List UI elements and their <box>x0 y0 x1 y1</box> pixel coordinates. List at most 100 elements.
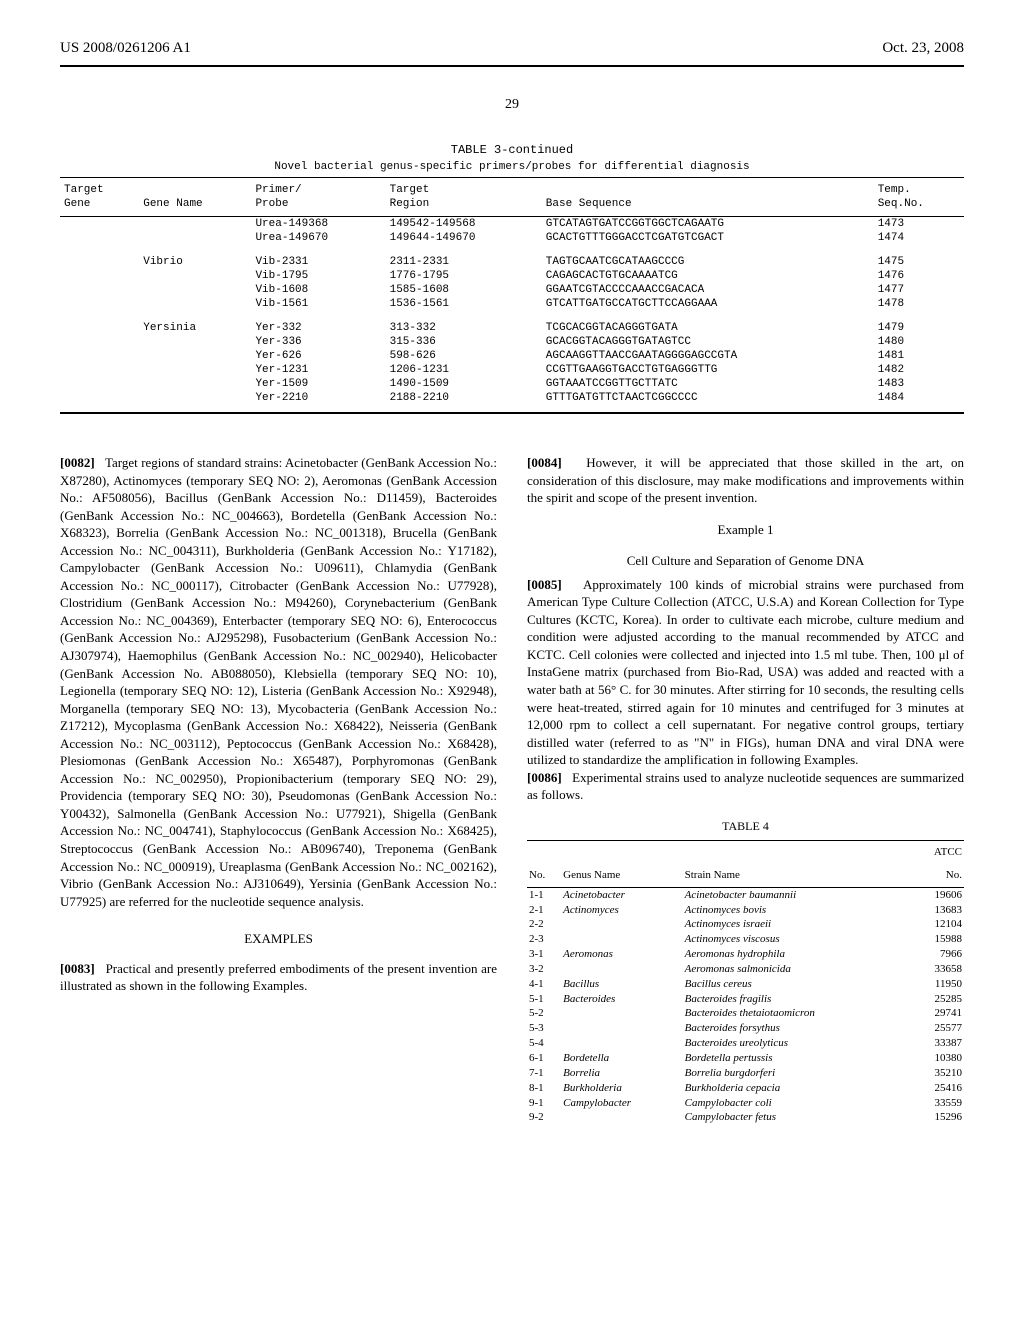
cell-atcc: 25577 <box>910 1021 964 1036</box>
cell-genus: Borrelia <box>561 1066 682 1081</box>
cell-no: 1473 <box>874 217 964 232</box>
table-row: Urea-149670149644-149670GCACTGTTTGGGACCT… <box>60 231 964 245</box>
cell-region: 2311-2331 <box>386 255 542 269</box>
table3-col1a: Target <box>60 178 139 199</box>
examples-heading: EXAMPLES <box>60 930 497 948</box>
cell-name: Yersinia <box>139 321 251 335</box>
header-divider <box>60 65 964 67</box>
cell-region: 1490-1509 <box>386 377 542 391</box>
table3-col4a: Target <box>386 178 542 199</box>
para-text-0084: However, it will be appreciated that tho… <box>527 455 964 505</box>
cell-no: 1479 <box>874 321 964 335</box>
table3-col5a <box>542 178 874 199</box>
paragraph-0083: [0083] Practical and presently preferred… <box>60 960 497 995</box>
cell-seq: TAGTGCAATCGCATAAGCCCG <box>542 255 874 269</box>
cell-no: 5-3 <box>527 1021 561 1036</box>
cell-seq: GTTTGATGTTCTAACTCGGCCCC <box>542 391 874 413</box>
cell-no: 2-1 <box>527 903 561 918</box>
example1-subheading: Cell Culture and Separation of Genome DN… <box>527 552 964 570</box>
cell-name <box>139 231 251 245</box>
cell-atcc: 10380 <box>910 1051 964 1066</box>
cell-genus: Actinomyces <box>561 903 682 918</box>
cell-atcc: 25416 <box>910 1081 964 1096</box>
cell-no: 2-2 <box>527 917 561 932</box>
table3-col4b: Region <box>386 198 542 217</box>
cell-no: 1476 <box>874 269 964 283</box>
cell-seq: AGCAAGGTTAACCGAATAGGGGAGCCGTA <box>542 349 874 363</box>
table-row: VibrioVib-23312311-2331TAGTGCAATCGCATAAG… <box>60 255 964 269</box>
table-row: 1-1AcinetobacterAcinetobacter baumannii1… <box>527 887 964 902</box>
cell-name <box>139 335 251 349</box>
cell-primer: Urea-149670 <box>251 231 385 245</box>
table3-col2a <box>139 178 251 199</box>
table-row: 5-2 Bacteroides thetaiotaomicron29741 <box>527 1006 964 1021</box>
cell-strain: Bacteroides thetaiotaomicron <box>683 1006 910 1021</box>
cell-strain: Aeromonas hydrophila <box>683 947 910 962</box>
table-row: Vib-17951776-1795CAGAGCACTGTGCAAAATCG147… <box>60 269 964 283</box>
table-row: 8-1BurkholderiaBurkholderia cepacia25416 <box>527 1081 964 1096</box>
cell-genus: Acinetobacter <box>561 887 682 902</box>
cell-seq: GTCATAGTGATCCGGTGGCTCAGAATG <box>542 217 874 232</box>
cell-region: 598-626 <box>386 349 542 363</box>
table4-col2 <box>561 841 682 864</box>
cell-primer: Yer-332 <box>251 321 385 335</box>
cell-atcc: 11950 <box>910 977 964 992</box>
cell-strain: Actinomyces israeii <box>683 917 910 932</box>
table4-col4b: No. <box>910 864 964 887</box>
cell-no: 1480 <box>874 335 964 349</box>
cell-no: 1-1 <box>527 887 561 902</box>
cell-primer: Yer-1509 <box>251 377 385 391</box>
cell-atcc: 15296 <box>910 1110 964 1125</box>
cell-region: 1536-1561 <box>386 297 542 311</box>
example1-heading: Example 1 <box>527 521 964 539</box>
cell-genus <box>561 917 682 932</box>
cell-gene <box>60 377 139 391</box>
table4-title: TABLE 4 <box>527 818 964 834</box>
cell-genus: Aeromonas <box>561 947 682 962</box>
cell-primer: Vib-1561 <box>251 297 385 311</box>
cell-strain: Actinomyces bovis <box>683 903 910 918</box>
cell-strain: Acinetobacter baumannii <box>683 887 910 902</box>
cell-name <box>139 297 251 311</box>
table4-col2b: Genus Name <box>561 864 682 887</box>
cell-region: 149542-149568 <box>386 217 542 232</box>
cell-genus <box>561 1021 682 1036</box>
header-right: Oct. 23, 2008 <box>882 40 964 57</box>
cell-atcc: 25285 <box>910 992 964 1007</box>
para-text-0082: Target regions of standard strains: Acin… <box>60 455 497 909</box>
cell-name <box>139 349 251 363</box>
cell-genus <box>561 1006 682 1021</box>
cell-gene <box>60 349 139 363</box>
cell-region: 149644-149670 <box>386 231 542 245</box>
cell-primer: Yer-2210 <box>251 391 385 413</box>
cell-genus <box>561 932 682 947</box>
table-row: Yer-336315-336GCACGGTACAGGGTGATAGTCC1480 <box>60 335 964 349</box>
cell-gene <box>60 363 139 377</box>
cell-no: 1484 <box>874 391 964 413</box>
cell-no: 8-1 <box>527 1081 561 1096</box>
page-header: US 2008/0261206 A1 Oct. 23, 2008 <box>60 40 964 57</box>
cell-genus <box>561 1036 682 1051</box>
paragraph-0082: [0082] Target regions of standard strain… <box>60 454 497 910</box>
cell-region: 1776-1795 <box>386 269 542 283</box>
cell-seq: GTCATTGATGCCATGCTTCCAGGAAA <box>542 297 874 311</box>
table-row: Yer-22102188-2210GTTTGATGTTCTAACTCGGCCCC… <box>60 391 964 413</box>
cell-atcc: 29741 <box>910 1006 964 1021</box>
cell-strain: Aeromonas salmonicida <box>683 962 910 977</box>
cell-strain: Campylobacter coli <box>683 1096 910 1111</box>
cell-strain: Bacillus cereus <box>683 977 910 992</box>
table-row: 9-2Campylobacter fetus15296 <box>527 1110 964 1125</box>
para-text-0083: Practical and presently preferred embodi… <box>60 961 497 994</box>
cell-no: 5-4 <box>527 1036 561 1051</box>
cell-no: 1478 <box>874 297 964 311</box>
cell-strain: Campylobacter fetus <box>683 1110 910 1125</box>
cell-gene <box>60 231 139 245</box>
header-left: US 2008/0261206 A1 <box>60 40 191 57</box>
cell-seq: CAGAGCACTGTGCAAAATCG <box>542 269 874 283</box>
cell-atcc: 33559 <box>910 1096 964 1111</box>
cell-primer: Yer-626 <box>251 349 385 363</box>
cell-strain: Borrelia burgdorferi <box>683 1066 910 1081</box>
cell-no: 5-2 <box>527 1006 561 1021</box>
cell-atcc: 33658 <box>910 962 964 977</box>
cell-strain: Bacteroides forsythus <box>683 1021 910 1036</box>
